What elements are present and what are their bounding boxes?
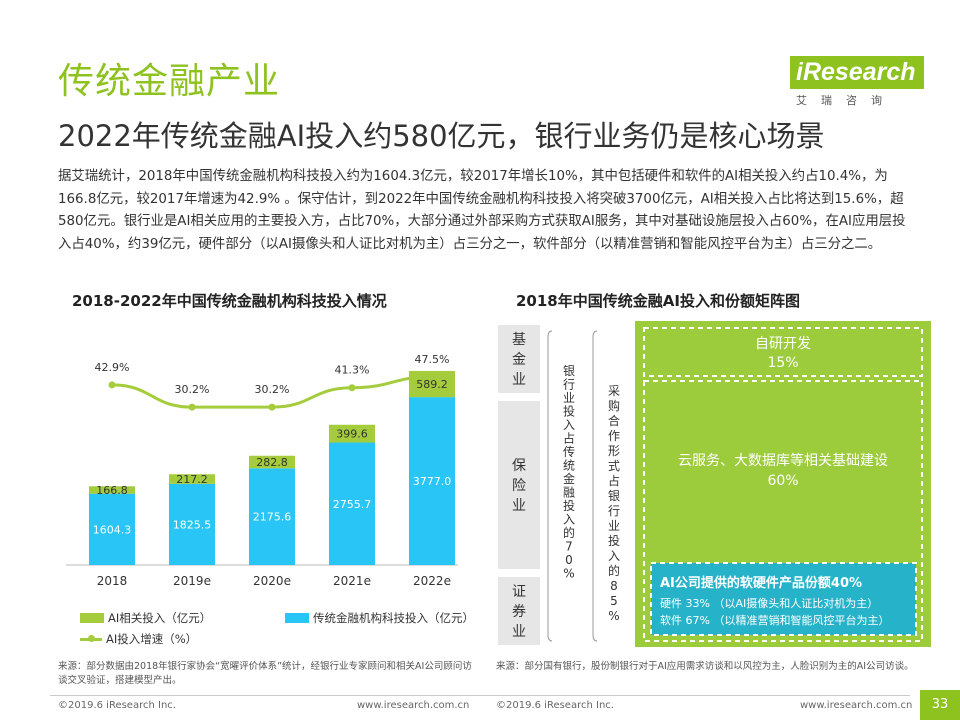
legend-total: 传统金融机构科技投入（亿元） [285, 610, 474, 626]
footer-copyright-right: ©2019.6 iResearch Inc. [496, 700, 614, 711]
sector-securities-box [498, 577, 540, 645]
x-tick-2020e: 2020e [253, 574, 291, 588]
right-source-note: 来源：部分国有银行，股份制银行对于AI应用需求访谈和以风控为主，人脸识别为主的A… [496, 661, 914, 672]
footer-copyright-left: ©2019.6 iResearch Inc. [58, 700, 176, 711]
bar-total-2022e [409, 397, 455, 565]
logo-cn: 艾瑞咨询 [796, 94, 896, 107]
x-tick-2019e: 2019e [173, 574, 211, 588]
label-ai-2019e: 217.2 [176, 473, 208, 486]
ai-products-hardware: 硬件 33% （以AI摄像头和人证比对机为主） [660, 596, 878, 610]
purchase-share-label: 采购合作形式占银行业投入的 8 5% [608, 384, 620, 623]
right-chart-title: 2018年中国传统金融AI投入和份额矩阵图 [516, 292, 800, 310]
growth-label-2019e: 30.2% [175, 383, 210, 396]
label-total-2021e: 2755.7 [333, 498, 372, 511]
ai-products-box [650, 562, 917, 636]
label-ai-2018: 166.8 [96, 484, 128, 497]
sector-securities-label: 证券业 [512, 584, 526, 640]
label-ai-2021e: 399.6 [336, 428, 368, 441]
purchase-brace [592, 330, 598, 642]
footer-divider [50, 695, 910, 696]
label-total-2018: 1604.3 [93, 523, 132, 536]
sector-insurance-label: 保险业 [512, 458, 526, 514]
growth-point-2022e [428, 373, 436, 381]
growth-point-2019e [188, 403, 196, 411]
label-total-2022e: 3777.0 [413, 475, 452, 488]
x-tick-2021e: 2021e [333, 574, 371, 588]
sector-fund-label: 基金业 [512, 331, 526, 388]
legend-ai-swatch [80, 613, 104, 623]
label-ai-2020e: 282.8 [256, 456, 288, 469]
bar-total-2020e [249, 468, 295, 565]
legend-total-label: 传统金融机构科技投入（亿元） [313, 611, 474, 625]
growth-label-2022e: 47.5% [415, 353, 450, 366]
legend-ai: AI相关投入（亿元） [80, 610, 211, 626]
page-title: 传统金融产业 [58, 61, 281, 102]
footer-url-left: www.iresearch.com.cn [357, 700, 470, 711]
intro-paragraph: 据艾瑞统计，2018年中国传统金融机构科技投入约为1604.3亿元，较2017年… [58, 169, 906, 252]
ai-products-title: AI公司提供的软硬件产品份额40% [660, 575, 862, 591]
legend-total-swatch [285, 613, 309, 623]
bar-ai-2020e [249, 455, 295, 469]
self-dev-label: 自研开发 [755, 336, 811, 352]
label-total-2020e: 2175.6 [253, 511, 292, 524]
self-dev-pct: 15% [767, 355, 798, 371]
bar-total-2018 [89, 493, 135, 565]
cloud-label-line1: 云服务、大数据库等相关基础建设 [678, 452, 888, 469]
growth-point-2021e [348, 384, 356, 392]
page-subtitle: 2022年传统金融AI投入约580亿元，银行业务仍是核心场景 [58, 119, 825, 153]
self-dev-box [643, 327, 923, 377]
ai-products-software: 软件 67% （以精准营销和智能风控平台为主） [660, 613, 889, 627]
bar-ai-2021e [329, 424, 375, 443]
bar-total-2019e [169, 483, 215, 565]
growth-point-2018 [108, 381, 116, 389]
growth-label-2020e: 30.2% [255, 383, 290, 396]
legend-growth-label: AI投入增速（%） [106, 632, 198, 646]
left-source-note: 来源：部分数据由2018年银行家协会“宽曜评价体系”统计，经银行业专家顾问和相关… [58, 661, 472, 686]
bank-brace [547, 330, 553, 642]
bar-ai-2018 [89, 486, 135, 494]
growth-point-2020e [268, 403, 276, 411]
bar-chart: 1604.3 166.8 2018 1825.5 217.2 2019e 2175.6 282… [66, 353, 458, 588]
x-tick-2018: 2018 [97, 574, 128, 588]
sector-fund-box [498, 325, 540, 393]
logo-brand: iResearch [790, 56, 924, 89]
label-ai-2022e: 589.2 [416, 378, 448, 391]
footer-url-right: www.iresearch.com.cn [800, 700, 913, 711]
bar-total-2021e [329, 442, 375, 565]
page-number: 33 [920, 690, 960, 720]
label-total-2019e: 1825.5 [173, 518, 212, 531]
legend-growth-swatch [80, 635, 102, 642]
legend-ai-label: AI相关投入（亿元） [108, 611, 212, 625]
growth-label-2021e: 41.3% [335, 364, 370, 377]
sector-insurance-box [498, 401, 540, 569]
left-chart-title: 2018-2022年中国传统金融机构科技投入情况 [72, 292, 387, 310]
growth-label-2018: 42.9% [95, 361, 130, 374]
legend-growth: AI投入增速（%） [80, 631, 197, 647]
bank-share-label: 银行业投入占传统金融投入的 7 0% [563, 364, 575, 581]
cloud-label-line2: 60% [767, 473, 798, 489]
x-tick-2022e: 2022e [413, 574, 451, 588]
bar-ai-2019e [169, 474, 215, 484]
iresearch-logo: iResearch 艾瑞咨询 [790, 56, 924, 110]
